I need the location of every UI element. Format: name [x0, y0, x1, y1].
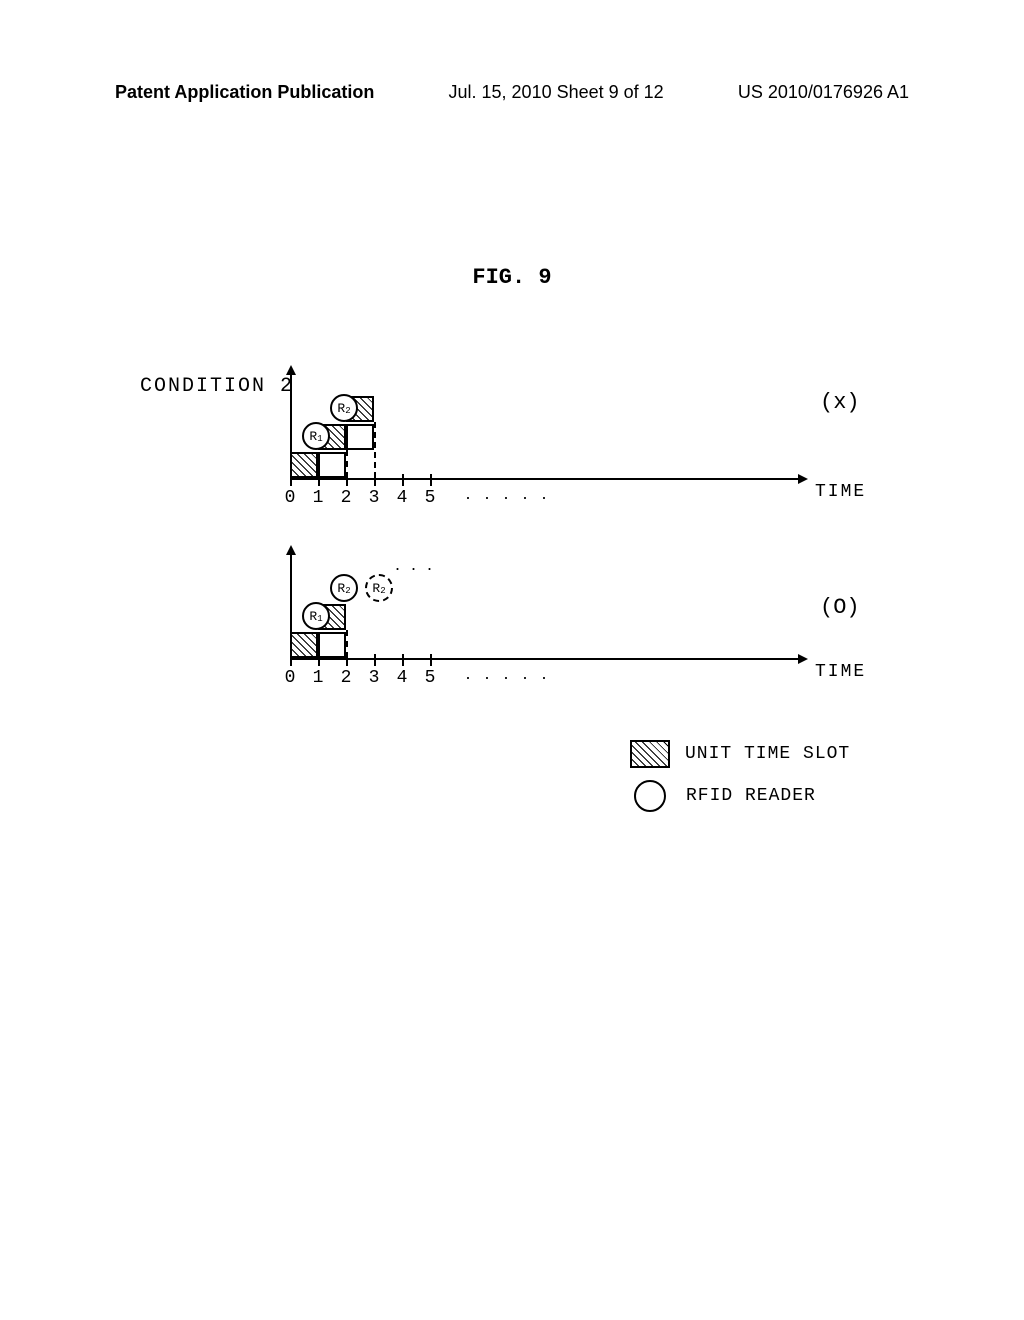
chart-condition2-valid: 012345 R1R2R2 . . . · · · · · TIME (O) — [290, 540, 850, 690]
empty-slot — [346, 424, 374, 450]
axis-tick-label: 0 — [285, 488, 296, 508]
unit-time-slot — [290, 452, 318, 478]
legend-row-timeslot: UNIT TIME SLOT — [630, 740, 850, 768]
header-date-sheet: Jul. 15, 2010 Sheet 9 of 12 — [449, 82, 664, 103]
reader-continuation-ellipsis: . . . — [395, 554, 435, 575]
rfid-reader-icon: R1 — [302, 422, 330, 450]
axis-tick-label: 5 — [425, 488, 436, 508]
rfid-reader-icon: R2 — [330, 394, 358, 422]
x-axis — [290, 478, 800, 480]
axis-tick — [430, 654, 432, 666]
axis-tick-label: 2 — [341, 488, 352, 508]
axis-tick-label: 1 — [313, 668, 324, 688]
condition-label: CONDITION 2 — [140, 375, 294, 398]
axis-tick-label: 1 — [313, 488, 324, 508]
time-axis-label: TIME — [815, 482, 866, 502]
figure-label: FIG. 9 — [472, 265, 551, 290]
dashed-guide-line — [346, 450, 348, 478]
legend-circle-icon — [634, 780, 666, 812]
axis-continuation-dots: · · · · · — [465, 487, 551, 508]
legend-row-reader: RFID READER — [630, 780, 850, 812]
y-axis-arrow-icon — [286, 365, 296, 375]
dashed-guide-line — [346, 630, 348, 658]
axis-tick — [374, 654, 376, 666]
x-axis — [290, 658, 800, 660]
x-axis-arrow-icon — [798, 474, 808, 484]
axis-tick-label: 3 — [369, 668, 380, 688]
rfid-reader-icon: R2 — [330, 574, 358, 602]
axis-tick-label: 0 — [285, 668, 296, 688]
axis-tick-label: 4 — [397, 668, 408, 688]
axis-tick-label: 2 — [341, 668, 352, 688]
unit-time-slot — [290, 632, 318, 658]
result-invalid: (x) — [820, 390, 860, 415]
axis-tick — [402, 654, 404, 666]
legend-hatched-icon — [630, 740, 670, 768]
page-header: Patent Application Publication Jul. 15, … — [0, 82, 1024, 103]
rfid-reader-icon: R2 — [365, 574, 393, 602]
legend-reader-label: RFID READER — [686, 786, 816, 806]
rfid-reader-icon: R1 — [302, 602, 330, 630]
empty-slot — [318, 452, 346, 478]
dashed-guide-line — [374, 422, 376, 478]
chart-condition2-invalid: 012345 R1R2 · · · · · TIME (x) — [290, 360, 850, 510]
axis-tick-label: 5 — [425, 668, 436, 688]
axis-tick — [402, 474, 404, 486]
axis-tick-label: 3 — [369, 488, 380, 508]
time-axis-label: TIME — [815, 662, 866, 682]
axis-tick-label: 4 — [397, 488, 408, 508]
y-axis-arrow-icon — [286, 545, 296, 555]
axis-tick — [430, 474, 432, 486]
x-axis-arrow-icon — [798, 654, 808, 664]
empty-slot — [318, 632, 346, 658]
header-publication: Patent Application Publication — [115, 82, 374, 103]
result-valid: (O) — [820, 595, 860, 620]
axis-continuation-dots: · · · · · — [465, 667, 551, 688]
legend-timeslot-label: UNIT TIME SLOT — [685, 744, 850, 764]
header-patent-number: US 2010/0176926 A1 — [738, 82, 909, 103]
legend: UNIT TIME SLOT RFID READER — [630, 740, 850, 824]
